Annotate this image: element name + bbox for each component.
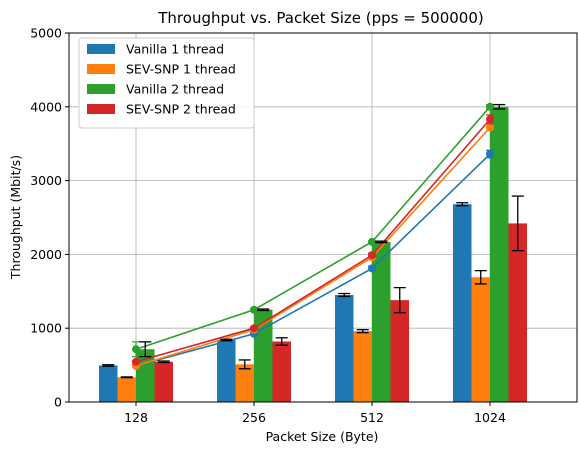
axes: 0 1000 2000 3000 4000 5000 128 256 512 1024 xyxy=(30,26,506,426)
y-tick-label: 3000 xyxy=(30,173,62,188)
bar xyxy=(99,365,118,402)
legend-label: SEV-SNP 2 thread xyxy=(126,102,236,117)
series-line xyxy=(135,153,491,367)
x-tick-label: 128 xyxy=(124,410,148,425)
legend-label: Vanilla 1 thread xyxy=(126,42,224,57)
data-point xyxy=(486,150,494,159)
bar xyxy=(490,106,509,403)
bar xyxy=(272,341,291,402)
y-tick-label: 4000 xyxy=(30,99,62,114)
data-point xyxy=(486,115,494,124)
bars xyxy=(99,106,527,403)
legend-box xyxy=(78,37,255,129)
y-tick-label: 0 xyxy=(54,395,62,410)
y-axis-label: Throughput (Mbit/s) xyxy=(8,155,23,280)
trend-lines xyxy=(132,102,494,370)
series-line xyxy=(135,118,491,363)
legend-swatch xyxy=(87,84,115,94)
x-tick-label: 512 xyxy=(360,410,384,425)
data-point xyxy=(486,102,494,111)
y-tick-label: 5000 xyxy=(30,26,62,41)
y-tick-label: 2000 xyxy=(30,247,62,262)
data-point xyxy=(368,237,376,246)
legend-label: Vanilla 2 thread xyxy=(126,82,224,97)
legend-swatch xyxy=(87,64,115,74)
legend-swatch xyxy=(87,104,115,114)
x-tick-label: 1024 xyxy=(474,410,506,425)
bar xyxy=(508,223,527,402)
bar xyxy=(217,340,236,402)
data-point xyxy=(368,251,376,260)
data-point xyxy=(486,123,494,132)
data-point xyxy=(368,264,376,273)
bar xyxy=(254,309,273,402)
data-point xyxy=(250,324,258,333)
plot-frame xyxy=(68,32,578,403)
bar xyxy=(471,277,490,402)
series-line xyxy=(135,126,491,367)
legend-label: SEV-SNP 1 thread xyxy=(126,62,236,77)
x-tick-label: 256 xyxy=(242,410,266,425)
bar xyxy=(335,294,354,402)
legend-swatch xyxy=(87,44,115,54)
bar xyxy=(154,361,173,402)
bar xyxy=(117,377,136,402)
bar xyxy=(390,300,409,402)
data-point xyxy=(132,345,140,354)
series-line xyxy=(135,106,491,350)
data-point xyxy=(250,305,258,314)
data-point xyxy=(132,357,140,366)
legend: Vanilla 1 thread SEV-SNP 1 thread Vanilla … xyxy=(78,37,255,129)
error-bars xyxy=(102,103,524,379)
chart-title: Throughput vs. Packet Size (pps = 500000… xyxy=(157,9,483,27)
y-tick-label: 1000 xyxy=(30,321,62,336)
bar xyxy=(372,241,391,402)
bar xyxy=(353,331,372,402)
bar xyxy=(235,364,254,402)
x-axis-label: Packet Size (Byte) xyxy=(266,429,379,444)
bar xyxy=(453,204,472,402)
